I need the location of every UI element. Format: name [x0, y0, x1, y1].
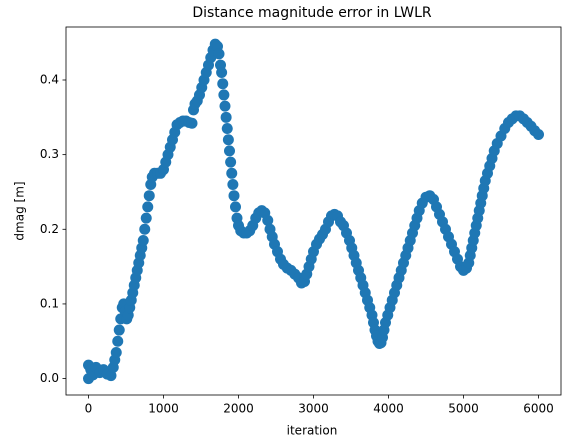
scatter-point — [143, 190, 155, 202]
y-tick-label: 0.0 — [40, 371, 59, 385]
scatter-point — [186, 117, 198, 129]
chart-title: Distance magnitude error in LWLR — [192, 5, 432, 21]
scatter-point — [139, 223, 151, 235]
plot-area — [83, 38, 544, 385]
y-axis-label: dmag [m] — [13, 181, 27, 240]
scatter-point — [110, 346, 122, 358]
scatter-point — [220, 111, 232, 123]
scatter-point — [533, 128, 544, 140]
y-tick-label: 0.2 — [40, 222, 59, 236]
scatter-point — [213, 48, 225, 60]
x-tick-label: 6000 — [523, 402, 554, 416]
scatter-point — [222, 134, 234, 146]
scatter-point — [218, 89, 230, 101]
scatter-point — [224, 145, 235, 157]
y-tick-label: 0.4 — [40, 72, 59, 86]
y-tick-label: 0.3 — [40, 147, 59, 161]
x-tick-label: 2000 — [223, 402, 254, 416]
scatter-point — [226, 167, 238, 179]
scatter-point — [217, 78, 229, 90]
scatter-point — [142, 201, 154, 213]
scatter-point — [230, 201, 241, 213]
axes-frame — [65, 26, 562, 396]
scatter-point — [221, 123, 233, 135]
x-tick-label: 1000 — [148, 402, 179, 416]
scatter-point — [262, 214, 274, 226]
scatter-point — [113, 324, 125, 336]
scatter-point — [140, 212, 152, 224]
scatter-point — [225, 156, 237, 168]
scatter-point — [137, 234, 149, 246]
scatter-point — [227, 179, 239, 191]
scatter-point — [219, 100, 231, 112]
scatter-point — [216, 67, 228, 79]
scatter-point — [228, 190, 240, 202]
x-tick-label: 3000 — [298, 402, 329, 416]
y-tick-label: 0.1 — [40, 296, 59, 310]
scatter-point — [112, 335, 124, 347]
x-axis-label: iteration — [287, 424, 338, 438]
x-tick-label: 0 — [85, 402, 93, 416]
x-tick-label: 4000 — [373, 402, 404, 416]
x-tick-label: 5000 — [448, 402, 479, 416]
